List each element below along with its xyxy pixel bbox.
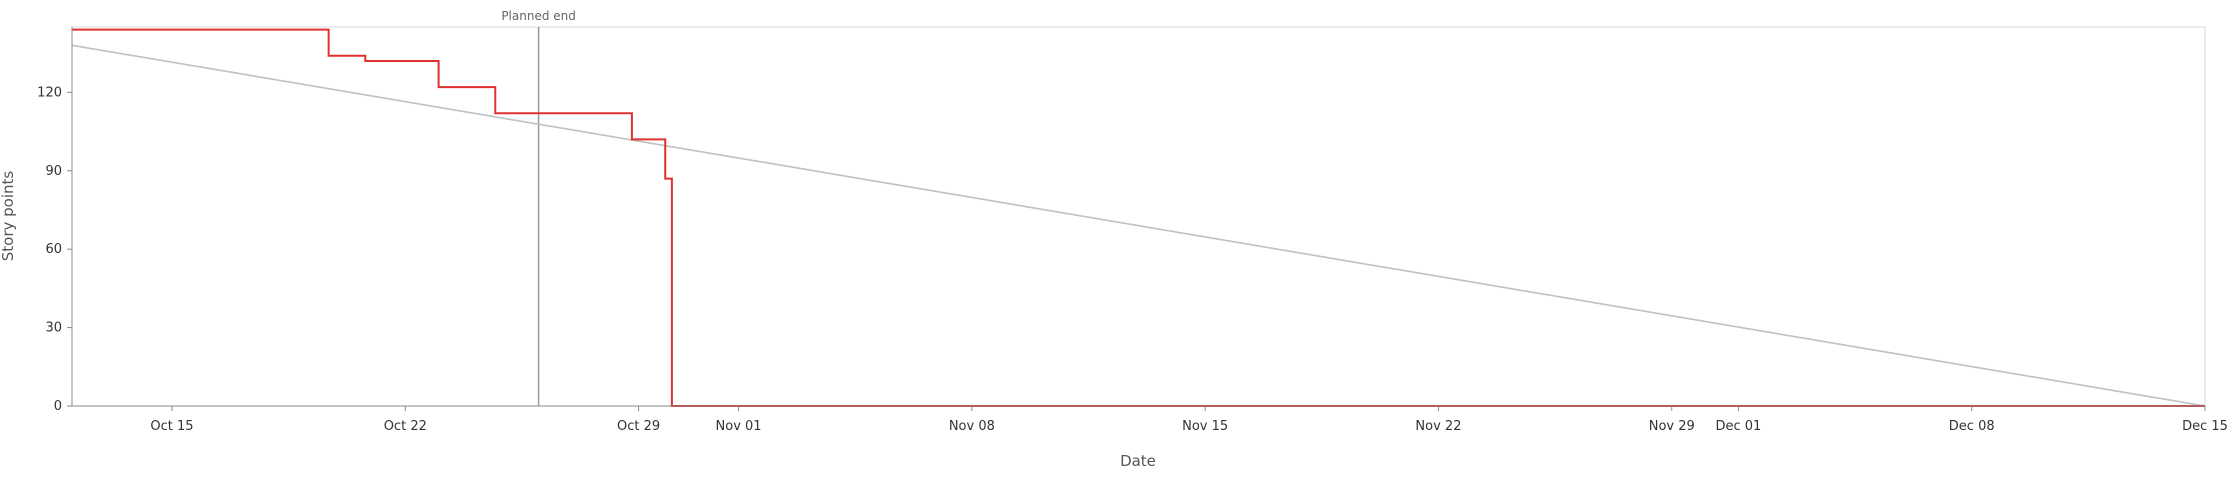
y-tick-label: 0 xyxy=(54,399,62,414)
y-tick-label: 120 xyxy=(37,85,62,100)
x-tick-label: Dec 01 xyxy=(1715,419,1761,434)
x-tick-label: Nov 08 xyxy=(949,419,995,434)
actual-burndown-line xyxy=(72,28,2205,407)
x-tick-label: Dec 15 xyxy=(2182,419,2228,434)
y-tick-label: 60 xyxy=(45,242,62,257)
planned-end-label: Planned end xyxy=(501,9,576,23)
x-tick-label: Dec 08 xyxy=(1949,419,1995,434)
y-axis-title: Story points xyxy=(0,171,17,262)
x-axis-title: Date xyxy=(1120,452,1156,470)
x-tick-label: Nov 22 xyxy=(1415,419,1461,434)
x-tick-label: Oct 22 xyxy=(384,419,427,434)
y-tick-label: 30 xyxy=(45,321,62,336)
y-ticks: 0 30 60 90 120 xyxy=(37,85,72,414)
x-tick-label: Nov 15 xyxy=(1182,419,1228,434)
x-tick-label: Nov 01 xyxy=(716,419,762,434)
x-tick-label: Oct 29 xyxy=(617,419,660,434)
series-layer xyxy=(71,28,2206,407)
x-ticks: Oct 15 Oct 22 Oct 29 Nov 01 Nov 08 Nov 15 Nov … xyxy=(150,406,2228,434)
ideal-guideline xyxy=(71,44,2206,407)
x-tick-label: Oct 15 xyxy=(150,419,193,434)
plot-frame xyxy=(71,26,2206,407)
y-tick-label: 90 xyxy=(45,164,62,179)
x-tick-label: Nov 29 xyxy=(1649,419,1695,434)
annotation-layer: Planned end xyxy=(501,9,576,406)
